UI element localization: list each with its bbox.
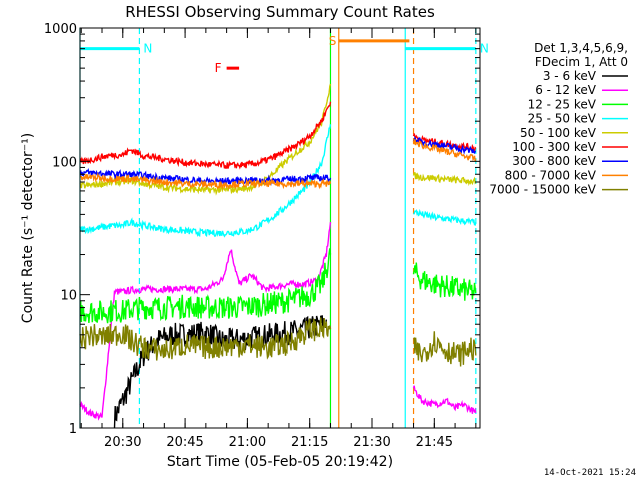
legend-header-2: FDecim 1, Att 0 [535,55,628,69]
legend-label-100-300-kev: 100 - 300 keV [512,140,596,154]
series-line-7000-15000-kev-seg2 [413,331,477,367]
legend-label-25-50-kev: 25 - 50 keV [528,112,597,126]
x-tick-label-21:15: 21:15 [291,435,328,450]
series-line-800-7000-kev-seg1 [79,171,332,191]
y-tick-label-1000: 1000 [44,22,77,37]
series-line-12-25-kev-seg1 [79,248,332,324]
series-line-50-100-kev-seg2 [412,172,477,187]
series-line-12-25-kev-seg2 [412,262,477,301]
plot-frame [79,27,481,429]
series-line-6-12-kev-seg2 [412,385,477,414]
series-line-6-12-kev-seg1 [79,222,332,421]
flag-label-1: N [143,42,152,56]
legend-label-12-25-kev: 12 - 25 keV [528,97,597,111]
series-line-300-800-kev-seg2 [413,136,477,155]
x-tick-label-21:45: 21:45 [416,435,453,450]
y-tick-label-1: 1 [69,422,77,437]
legend-label-300-800-kev: 300 - 800 keV [512,154,596,168]
legend-label-50-100-kev: 50 - 100 keV [520,126,597,140]
series-line-7000-15000-kev-seg1 [79,317,332,361]
timestamp: 14-Oct-2021 15:24 [544,468,636,478]
x-tick-label-20:30: 20:30 [104,435,141,450]
legend-header-1: Det 1,3,4,5,6,9, [534,41,628,55]
flag-label-4: F [215,61,222,75]
y-tick-label-10: 10 [60,289,77,304]
flag-label-2: N [480,42,489,56]
series-line-800-7000-kev-seg2 [412,139,477,162]
flag-group: N N S F [80,34,489,75]
series-line-3-6-kev-seg1 [113,315,327,429]
legend-label-3-6-kev: 3 - 6 keV [543,69,597,83]
series-group [79,83,477,429]
x-tick-label-21:30: 21:30 [353,435,390,450]
x-tick-label-20:45: 20:45 [166,435,203,450]
flag-label-3: S [329,34,337,48]
y-tick-label-100: 100 [52,155,77,170]
chart-title: RHESSI Observing Summary Count Rates [125,3,435,21]
legend-label-6-12-kev: 6 - 12 keV [535,83,597,97]
axes-group: 1 10 100 1000 20:30 20:45 21:00 21:15 21:30 21:45 [44,22,480,450]
x-axis-label: Start Time (05-Feb-05 20:19:42) [167,454,393,470]
series-line-25-50-kev-seg1 [79,124,332,238]
series-line-25-50-kev-seg2 [413,208,477,226]
legend-label-800-7000-kev: 800 - 7000 keV [505,168,597,182]
series-line-100-300-kev-seg1 [79,101,332,170]
legend: Det 1,3,4,5,6,9,FDecim 1, Att 03 - 6 keV… [489,41,628,197]
x-tick-label-21:00: 21:00 [229,435,266,450]
y-axis-label: Count Rate (s⁻¹ detector⁻¹) [20,133,36,323]
legend-label-7000-15000-kev: 7000 - 15000 keV [489,183,596,197]
